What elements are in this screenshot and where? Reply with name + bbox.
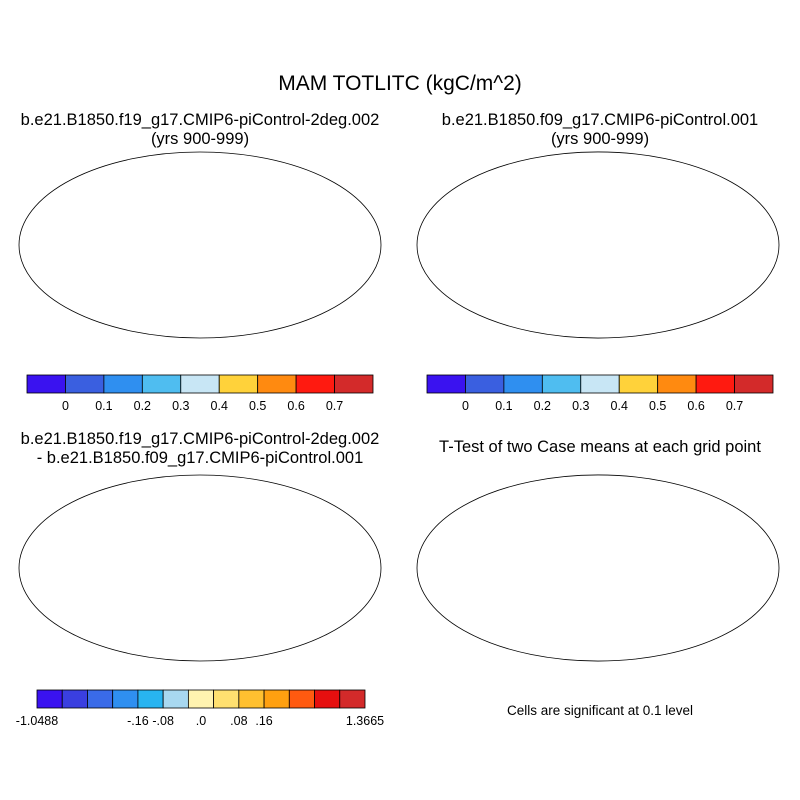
colorbar-panel-2-swatch [695,374,735,394]
colorbar-panel-1-label: 0.1 [95,399,112,413]
colorbar-panel-1-swatch [65,374,105,394]
colorbar-panel-2-swatch [465,374,505,394]
colorbar-panel-3-label: .16 [255,714,272,728]
colorbar-panel-1-swatch [26,374,66,394]
colorbar-panel-1-swatch [141,374,182,394]
panel-1-title-line2: (yrs 900-999) [150,130,250,148]
map-outline [18,151,382,339]
panel-1-title-line1: b.e21.B1850.f19_g17.CMIP6-piControl-2deg… [20,111,380,129]
panel-1-map [18,151,382,339]
colorbar-panel-1-label: 0.3 [172,399,189,413]
colorbar-panel-3-label: 1.3665 [346,714,384,728]
colorbar-panel-3-swatch [137,689,164,709]
colorbar-panel-2-label: 0.7 [726,399,743,413]
colorbar-panel-3-swatch [187,689,215,709]
colorbar-panel-1-label: 0.5 [249,399,266,413]
colorbar-panel-3-swatch [162,689,189,709]
panel-3-map [18,474,382,662]
colorbar-panel-1-label: 0 [62,399,69,413]
colorbar-panel-1-swatch [334,374,374,394]
colorbar-panel-3-swatch [213,689,240,709]
colorbar-panel-2-swatch [541,374,582,394]
colorbar-panel-3-swatch [339,689,366,709]
colorbar-panel-2-swatch [657,374,697,394]
colorbar-panel-3-swatch [288,689,315,709]
map-outline [416,151,780,339]
colorbar-panel-1-swatch [103,374,143,394]
colorbar-panel-2-swatch [734,374,774,394]
colorbar-panel-3-label: -1.0488 [16,714,58,728]
colorbar-panel-2-swatch [580,374,620,394]
colorbar-panel-3-swatch [87,689,114,709]
panel-2-map [416,151,780,339]
colorbar-panel-1-label: 0.2 [134,399,151,413]
colorbar-panel-1-label: 0.6 [287,399,304,413]
colorbar-panel-2-swatch [426,374,466,394]
panel-3-title: b.e21.B1850.f19_g17.CMIP6-piControl-2deg… [0,430,400,468]
ocean [416,474,779,662]
colorbar-panel-2-swatch [503,374,543,394]
colorbar-panel-1: 0 0.1 0.2 0.3 0.4 0.5 0.6 0.7 [26,374,374,413]
panel-4-title: T-Test of two Case means at each grid po… [400,438,800,457]
colorbar-panel-2-label: 0.4 [611,399,628,413]
colorbar-panel-2: 0 0.1 0.2 0.3 0.4 0.5 0.6 0.7 [426,374,774,413]
colorbar-panel-1-swatch [218,374,259,394]
ocean [416,151,779,339]
main-title: MAM TOTLITC (kgC/m^2) [278,72,522,95]
colorbar-panel-2-swatch [618,374,659,394]
panel-2-title-line2: (yrs 900-999) [550,130,650,148]
colorbar-panel-3-label: -.16 [127,714,149,728]
ocean [19,152,381,338]
colorbar-panel-2-label: 0.5 [649,399,666,413]
colorbar-panel-3-swatch [112,689,139,709]
ocean [19,475,381,661]
significance-note: Cells are significant at 0.1 level [506,703,694,718]
panel-2-title-line1: b.e21.B1850.f09_g17.CMIP6-piControl.001 [441,111,759,129]
colorbar-panel-3-swatch [61,689,88,709]
colorbar-panel-2-label: 0.1 [495,399,512,413]
colorbar-panel-1-swatch [257,374,297,394]
colorbar-panel-1-swatch [295,374,335,394]
panel-3-title-line2: - b.e21.B1850.f09_g17.CMIP6-piControl.00… [36,449,364,467]
colorbar-panel-3-swatch [263,689,290,709]
colorbar-panel-2-label: 0.2 [534,399,551,413]
colorbar-panel-3-swatch [36,689,63,709]
colorbar-panel-2-label: 0.6 [687,399,704,413]
panel-4-title-line1: T-Test of two Case means at each grid po… [439,438,761,456]
panel-1-title: b.e21.B1850.f19_g17.CMIP6-piControl-2deg… [0,111,400,149]
panel-3-title-line1: b.e21.B1850.f19_g17.CMIP6-piControl-2deg… [20,430,380,448]
colorbar-panel-3-swatch [238,689,265,709]
colorbar-panel-1-label: 0.4 [211,399,228,413]
map-outline [416,474,780,662]
colorbar-panel-3: -1.0488 -.16 -.08 .0 .08 .16 1.3665 [16,689,384,728]
panel-2-title: b.e21.B1850.f09_g17.CMIP6-piControl.001 … [400,111,800,149]
colorbar-panel-1-label: 0.7 [326,399,343,413]
colorbar-panel-3-label: .0 [196,714,206,728]
colorbar-panel-3-label: .08 [230,714,247,728]
colorbar-panel-3-swatch [314,689,341,709]
colorbar-panel-2-label: 0 [462,399,469,413]
colorbar-panel-2-label: 0.3 [572,399,589,413]
colorbar-panel-3-label: -.08 [152,714,174,728]
panel-4-map [416,474,780,662]
colorbar-panel-1-swatch [180,374,220,394]
map-outline [18,474,382,662]
